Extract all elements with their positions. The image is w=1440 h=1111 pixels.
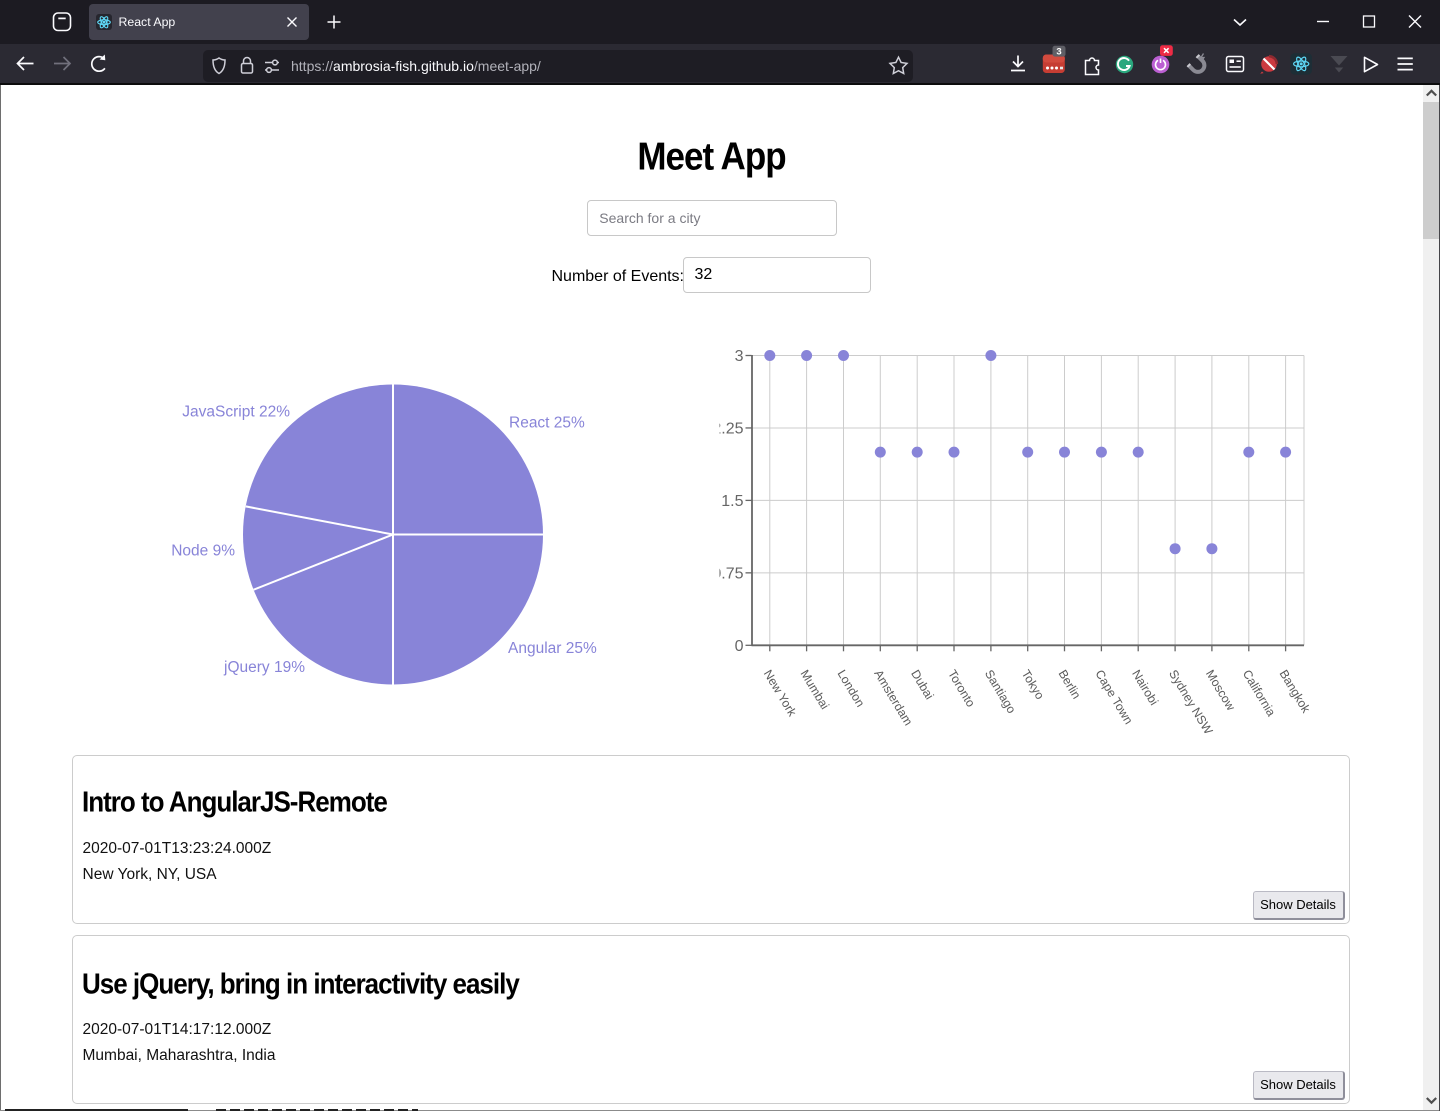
svg-text:Node 9%: Node 9%: [171, 543, 235, 560]
svg-text:3: 3: [1056, 47, 1061, 58]
svg-text:0: 0: [735, 638, 744, 655]
svg-text:Cape Town: Cape Town: [1092, 667, 1135, 726]
svg-text:Moscow: Moscow: [1203, 667, 1238, 713]
svg-text:JavaScript 22%: JavaScript 22%: [182, 404, 290, 421]
svg-text:Angular 25%: Angular 25%: [508, 640, 597, 657]
svg-text:1.5: 1.5: [721, 493, 743, 510]
svg-text:New York: New York: [761, 667, 800, 719]
svg-text:React 25%: React 25%: [509, 415, 585, 432]
svg-text:3: 3: [735, 348, 744, 365]
svg-text:Amsterdam: Amsterdam: [871, 667, 915, 728]
svg-text:Santiago: Santiago: [982, 667, 1019, 716]
svg-text:California: California: [1240, 667, 1279, 719]
svg-text:Dubai: Dubai: [908, 667, 936, 702]
svg-text:Nairobi: Nairobi: [1129, 667, 1161, 707]
svg-text:2.25: 2.25: [712, 421, 743, 438]
svg-text:Toronto: Toronto: [945, 667, 978, 709]
svg-text:Tokyo: Tokyo: [1019, 667, 1048, 702]
svg-text:Berlin: Berlin: [1055, 667, 1083, 701]
svg-text:London: London: [834, 667, 867, 709]
svg-text:0.75: 0.75: [712, 566, 743, 583]
svg-text:jQuery 19%: jQuery 19%: [223, 659, 305, 676]
svg-text:Mumbai: Mumbai: [798, 667, 832, 711]
svg-text:Bangkok: Bangkok: [1277, 667, 1314, 716]
